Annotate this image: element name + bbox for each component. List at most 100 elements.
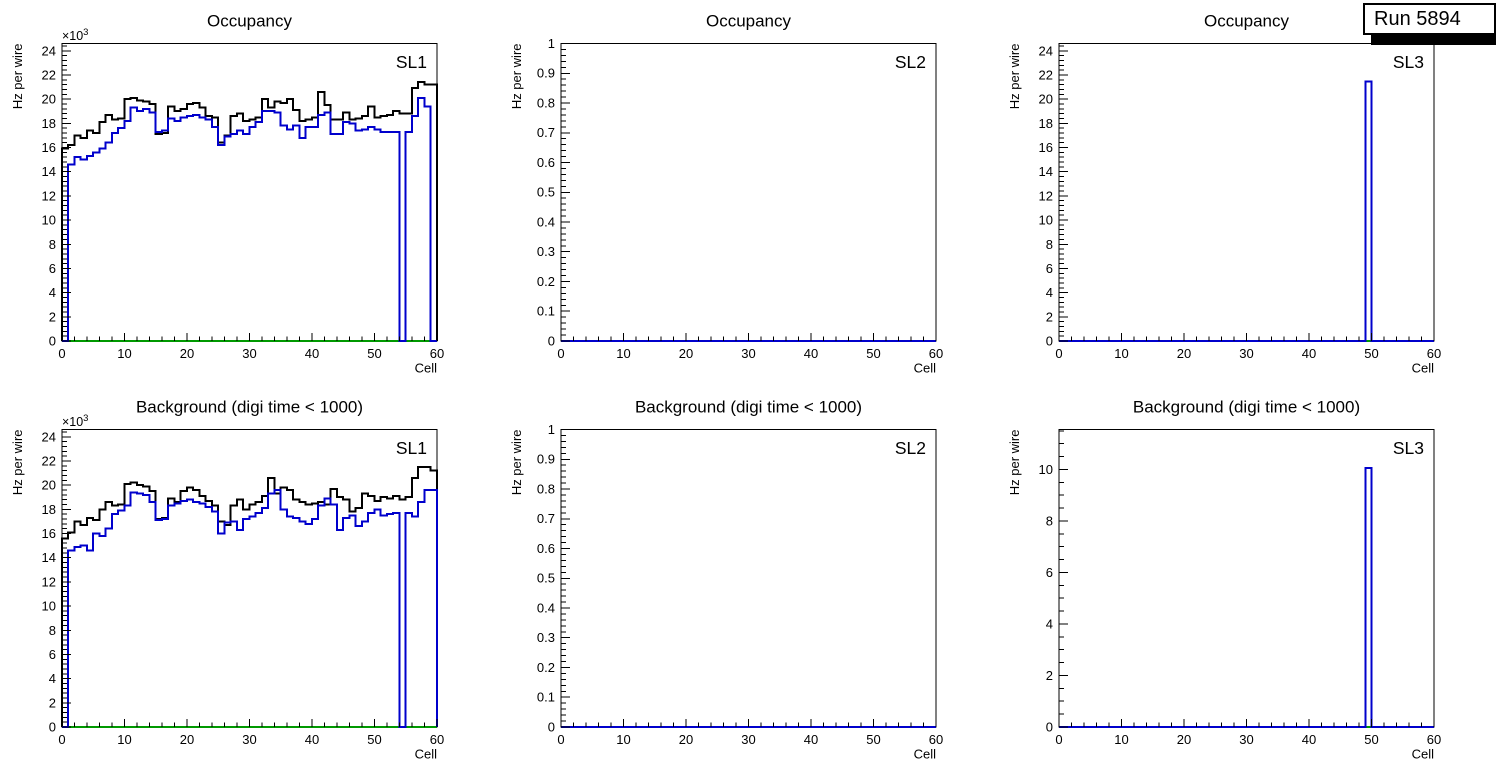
y-tick-label: 0 [1046,720,1053,735]
y-tick-label: 0.8 [537,96,555,111]
x-tick-label: 0 [1056,346,1063,361]
x-tick-label: 10 [1115,732,1129,747]
y-tick-label: 0 [49,333,56,348]
y-tick-label: 22 [42,67,56,82]
y-tick-label: 20 [1039,92,1053,107]
x-tick-label: 20 [678,732,692,747]
y-tick-label: 12 [42,574,56,589]
y-tick-label: 10 [1039,462,1053,477]
y-tick-label: 0.3 [537,244,555,259]
panel-occupancy-sl2: 0 10 20 30 40 50 60 Cell 0 0.1 0.2 0.3 0.4 0.5 0.6 0.7 0… [499,0,998,386]
run-badge: Run 5894 [1363,3,1496,35]
corner-label: SL1 [396,52,427,72]
x-tick-label: 40 [803,732,817,747]
x-tick-label: 50 [1365,732,1379,747]
x-tick-label: 20 [678,346,692,361]
x-tick-label: 20 [180,732,194,747]
x-tick-label: 10 [616,732,630,747]
y-tick-label: 0 [1046,334,1053,349]
y-tick-label: 14 [1039,164,1053,179]
plot-frame [61,43,438,342]
y-exponent-label: ×103 [62,27,88,43]
x-tick-label: 40 [1302,346,1316,361]
y-tick-label: 16 [1039,140,1053,155]
panel-background-sl1: 0 10 20 30 40 50 60 Cell 0 2 4 6 8 10 12 14 16 18 20 22 24 Hz… [0,386,499,772]
y-axis-title: Hz per wire [1007,44,1022,110]
y-tick-label: 8 [49,623,56,638]
x-tick-label: 30 [1240,346,1254,361]
chart-title: Occupancy [207,12,292,31]
y-tick-label: 6 [1046,565,1053,580]
y-tick-label: 0.1 [537,690,555,705]
y-tick-label: 0.7 [537,511,555,526]
y-tick-label: 0.2 [537,274,555,289]
x-tick-label: 60 [928,346,942,361]
x-tick-label: 10 [1115,346,1129,361]
plot-frame [1058,429,1435,728]
y-tick-label: 0.9 [537,66,555,81]
y-tick-label: 0.6 [537,541,555,556]
x-tick-label: 40 [305,346,319,361]
y-tick-label: 20 [42,478,56,493]
y-tick-label: 24 [1039,43,1053,58]
chart-occupancy-sl1: 0 10 20 30 40 50 60Cell024681012141618202224Hz… [10,12,444,376]
x-tick-label: 10 [616,346,630,361]
y-axis-title: Hz per wire [509,44,524,110]
plot-frame [1058,43,1435,342]
x-tick-label: 20 [180,346,194,361]
x-tick-label: 20 [1177,732,1191,747]
x-axis-title: Cell [913,746,935,761]
y-tick-label: 4 [49,285,56,300]
y-tick-label: 10 [1039,213,1053,228]
y-tick-label: 12 [42,188,56,203]
x-tick-label: 40 [305,732,319,747]
plot-frame [560,43,937,342]
plot-frame [560,429,937,728]
series-group [60,465,438,728]
y-tick-label: 0 [547,719,554,734]
chart-background-sl2: 0 10 20 30 40 50 60Cell00.10.20.30.40.50.60.70… [509,398,943,762]
series-histogram-blue [61,96,437,342]
y-tick-label: 0.5 [537,185,555,200]
x-tick-label: 40 [803,346,817,361]
x-tick-label: 30 [242,732,256,747]
y-tick-label: 20 [42,92,56,107]
y-tick-label: 24 [42,43,56,58]
x-tick-label: 0 [58,732,65,747]
y-tick-label: 1 [547,422,554,437]
series-group [1059,467,1435,728]
chart-occupancy-sl3: 0 10 20 30 40 50 60Cell024681012141618202224Hz… [1007,12,1442,376]
x-tick-label: 0 [58,346,65,361]
y-tick-label: 0.1 [537,304,555,319]
y-tick-label: 2 [1046,309,1053,324]
series-histogram-blue [1059,80,1435,342]
corner-label: SL1 [396,438,427,458]
corner-label: SL3 [1393,438,1424,458]
y-axis-title: Hz per wire [1007,430,1022,496]
x-axis-title: Cell [913,360,935,375]
series-histogram-black [60,81,438,341]
y-axis: 0 0.1 0.2 0.3 0.4 0.5 0.6 0.7 0.8 0.9 1 Hz per wire [509,422,570,734]
x-tick-label: 30 [1240,732,1254,747]
y-tick-label: 4 [1046,616,1053,631]
y-tick-label: 2 [49,309,56,324]
series-histogram-black [60,465,438,727]
plot-frame [61,429,438,728]
y-tick-label: 0.6 [537,155,555,170]
y-tick-label: 0.7 [537,125,555,140]
y-tick-label: 18 [42,502,56,517]
x-axis-title: Cell [1412,747,1435,762]
y-tick-label: 22 [42,453,56,468]
y-tick-label: 6 [1046,261,1053,276]
y-tick-label: 2 [49,695,56,710]
x-tick-label: 30 [741,732,755,747]
y-tick-label: 22 [1039,67,1053,82]
series-group [1059,80,1435,342]
y-tick-label: 0.5 [537,571,555,586]
y-axis: 0 0.1 0.2 0.3 0.4 0.5 0.6 0.7 0.8 0.9 1 Hz per wire [509,36,570,348]
